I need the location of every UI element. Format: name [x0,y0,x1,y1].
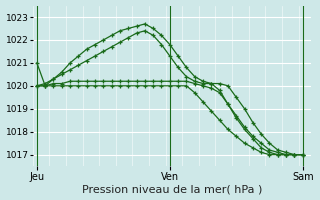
X-axis label: Pression niveau de la mer( hPa ): Pression niveau de la mer( hPa ) [82,184,262,194]
